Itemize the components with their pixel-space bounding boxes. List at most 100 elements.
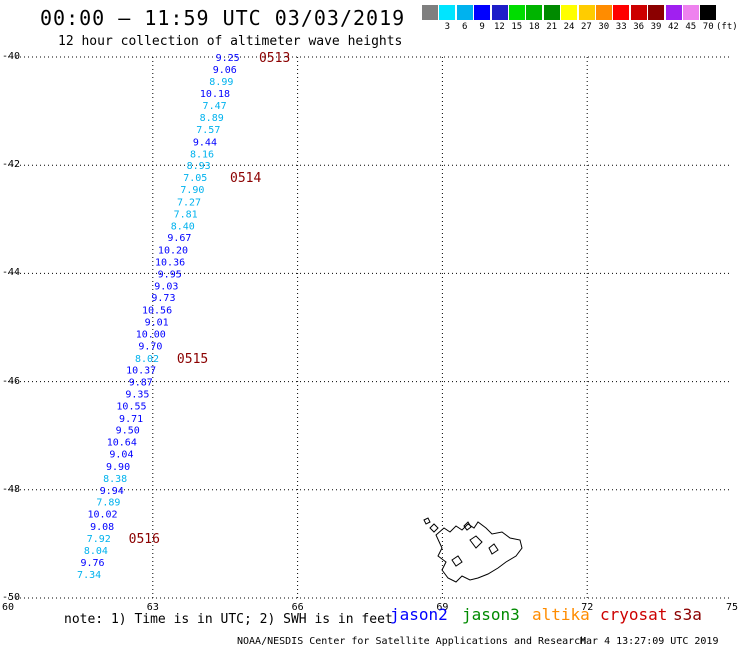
satellite-jason3: jason3: [462, 605, 520, 624]
satellite-altika: altika: [532, 605, 590, 624]
satellite-cryosat: cryosat: [600, 605, 668, 624]
legend-swatch: [439, 5, 456, 20]
wave-height-value: 9.50: [116, 426, 140, 437]
wave-height-value: 7.05: [183, 173, 207, 184]
wave-height-value: 7.90: [180, 185, 204, 196]
wave-height-value: 8.40: [171, 221, 195, 232]
wave-height-value: 10.20: [158, 246, 188, 257]
wave-height-value: 8.99: [209, 77, 233, 88]
legend-label: 9: [479, 22, 485, 32]
legend-swatch: [665, 5, 682, 20]
legend-swatch: [509, 5, 525, 20]
wave-height-value: 8.02: [135, 354, 159, 365]
wave-height-value: 7.57: [196, 125, 220, 136]
wave-height-value: 9.94: [100, 486, 124, 497]
footer-timestamp: Mar 4 13:27:09 UTC 2019: [580, 636, 719, 647]
wave-height-value: 9.06: [213, 65, 237, 76]
latitude-label: -48: [2, 483, 21, 495]
legend-label: 24: [563, 22, 575, 32]
latitude-label: -42: [2, 159, 21, 171]
legend-label: 36: [633, 22, 645, 32]
latitude-label: -44: [2, 267, 21, 279]
wave-height-value: 9.73: [151, 293, 175, 304]
footer-credit: NOAA/NESDIS Center for Satellite Applica…: [237, 636, 587, 647]
wave-height-value: 9.03: [154, 281, 178, 292]
wave-height-value: 9.67: [167, 233, 191, 244]
island-outline: [451, 555, 463, 567]
legend-label: 39: [650, 22, 662, 32]
kerguelen-islands-coastline: [423, 517, 523, 583]
units-note: note: 1) Time is in UTC; 2) SWH is in fe…: [64, 612, 393, 627]
page-subtitle: 12 hour collection of altimeter wave hei…: [58, 34, 403, 49]
pass-time-label: 0513: [259, 51, 290, 66]
wave-height-value: 10.56: [142, 306, 172, 317]
wave-height-value: 10.55: [116, 401, 146, 412]
legend-swatch: [526, 5, 543, 20]
wave-height-value: 10.37: [126, 366, 156, 377]
wave-height-value: 8.16: [190, 149, 214, 160]
legend-swatch: [648, 5, 665, 20]
pass-time-labels: 0513 0514 0515 0516: [129, 51, 291, 547]
wave-height-value: 9.44: [193, 137, 217, 148]
legend-label: 33: [615, 22, 627, 32]
wave-height-value: 8.93: [187, 161, 211, 172]
legend-label: 15: [511, 22, 523, 32]
legend-label: 42: [668, 22, 679, 32]
longitude-label: 66: [291, 602, 304, 613]
pass-time-label: 0516: [129, 532, 160, 547]
legend-swatch: [596, 5, 612, 20]
legend-swatch: [422, 5, 438, 20]
legend-label: 6: [462, 22, 468, 32]
legend-label: 27: [581, 22, 592, 32]
wave-height-value: 9.90: [106, 462, 130, 473]
wave-height-value: 8.04: [84, 546, 108, 557]
wave-height-value: 7.27: [177, 197, 201, 208]
wave-height-value: 8.38: [103, 474, 127, 485]
longitude-label: 60: [2, 602, 15, 613]
legend-unit: (ft): [716, 22, 738, 32]
wave-height-value: 7.47: [203, 101, 227, 112]
legend-swatch: [578, 5, 595, 20]
satellite-s3a: s3a: [673, 605, 702, 624]
wave-height-value: 7.89: [96, 498, 120, 509]
legend-swatch: [474, 5, 491, 20]
wave-height-value: 9.95: [158, 269, 182, 280]
legend-swatch: [561, 5, 578, 20]
legend-label: 70: [702, 22, 714, 32]
wave-height-value: 9.04: [109, 450, 133, 461]
longitude-label: 72: [581, 602, 594, 613]
island-outline: [435, 521, 523, 583]
island-outline: [488, 543, 499, 555]
wave-height-value: 9.25: [216, 53, 240, 64]
legend-swatch: [683, 5, 699, 20]
legend-swatch: [456, 5, 473, 20]
wave-height-value: 9.70: [138, 341, 162, 352]
legend-label: 3: [444, 22, 451, 32]
legend-swatch: [491, 5, 508, 20]
wave-height-value: 10.64: [107, 438, 137, 449]
legend-label: 45: [685, 22, 697, 32]
island-outline: [423, 517, 431, 525]
wave-height-value: 10.36: [155, 257, 185, 268]
wave-height-value: 10.18: [200, 89, 230, 100]
latitude-label: -46: [2, 375, 21, 387]
latitude-label: -40: [2, 51, 21, 62]
page-title: 00:00 – 11:59 UTC 03/03/2019: [40, 6, 406, 30]
legend-swatch: [630, 5, 647, 20]
island-outline: [469, 535, 483, 549]
legend-label: 30: [598, 22, 610, 32]
longitude-label: 63: [146, 602, 159, 613]
wave-height-value: 9.08: [90, 522, 114, 533]
island-outline: [463, 521, 472, 531]
legend-label: 18: [528, 22, 540, 32]
wave-height-value: 9.87: [129, 378, 153, 389]
pass-time-label: 0514: [230, 171, 261, 186]
wave-height-value: 9.01: [145, 318, 169, 329]
wave-height-value: 7.34: [77, 570, 101, 581]
legend-swatch: [700, 5, 717, 20]
wave-height-points: 9.259.068.9910.187.478.897.579.448.168.9…: [77, 53, 240, 581]
legend-swatch: [543, 5, 560, 20]
wave-height-value: 10.02: [87, 510, 117, 521]
satellite-jason2: jason2: [390, 605, 448, 624]
